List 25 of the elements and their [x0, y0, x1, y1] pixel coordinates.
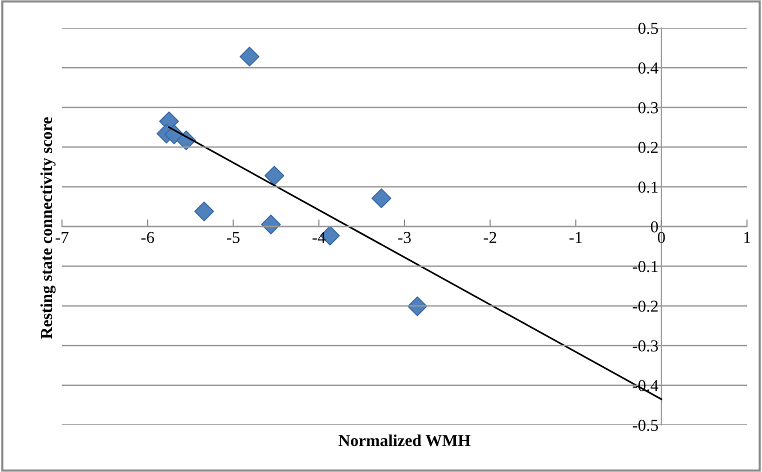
x-tick-label: -2 — [484, 232, 496, 243]
y-tick-label: 0.1 — [638, 182, 658, 193]
y-tick-label: -0.5 — [632, 420, 658, 432]
y-tick-label: -0.4 — [632, 380, 658, 392]
x-tick-label: -6 — [141, 232, 154, 244]
x-axis-title: Normalized WMH — [338, 434, 470, 446]
point — [372, 188, 392, 208]
x-tick-label: 1 — [744, 232, 750, 243]
point — [194, 202, 214, 222]
x-tick-label: -1 — [569, 232, 582, 243]
point — [261, 214, 281, 234]
point — [264, 166, 284, 186]
point — [240, 46, 260, 66]
x-tick-label: -5 — [226, 232, 240, 244]
y-tick-label: 0.5 — [638, 22, 658, 34]
y-tick-label: -0.3 — [632, 340, 658, 352]
y-tick-label: 0.4 — [638, 62, 658, 74]
y-tick-label: -0.2 — [632, 300, 658, 312]
y-tick-label: 0.3 — [638, 102, 658, 114]
x-tick-label: -7 — [56, 232, 68, 243]
y-tick-label: 0.2 — [638, 142, 658, 154]
x-tick-label: -3 — [398, 232, 411, 244]
y-tick-label: -0.1 — [632, 260, 658, 272]
y-tick-label: 0 — [650, 221, 658, 232]
y-axis-title: Resting state connectivity score — [40, 117, 56, 339]
